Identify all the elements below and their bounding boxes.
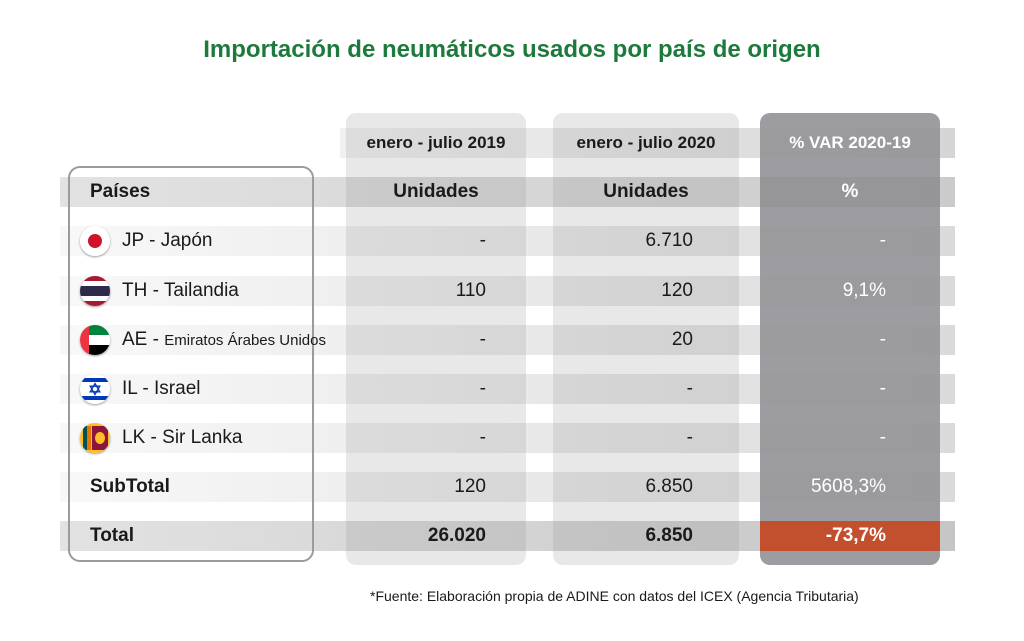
country-name: Sir Lanka (162, 427, 243, 448)
column-header-2020: enero - julio 2020 (576, 133, 716, 152)
units-header-2020: Unidades (603, 181, 689, 202)
total-2020: 6.850 (645, 525, 693, 546)
total-label: Total (90, 525, 134, 546)
country-separator: - (145, 427, 163, 448)
column-header-var: % VAR 2020-19 (789, 133, 911, 152)
column-panel-2019 (346, 113, 526, 565)
thailand-flag-icon (80, 276, 110, 306)
country-code: IL (122, 378, 138, 399)
japan-flag-icon (80, 226, 110, 256)
value-var: 9,1% (842, 280, 886, 301)
source-note: *Fuente: Elaboración propia de ADINE con… (370, 588, 859, 604)
value-2020: - (686, 427, 693, 448)
value-2019: - (479, 329, 486, 350)
value-2019: 110 (455, 280, 486, 301)
value-2020: - (686, 378, 693, 399)
country-name: Tailandia (163, 280, 239, 301)
country-row-il: IL - Israel (80, 374, 201, 404)
value-2019: - (479, 378, 486, 399)
column-panel-2020 (553, 113, 739, 565)
country-separator: - (147, 329, 165, 350)
column-header-stripe (340, 128, 955, 158)
uae-flag-icon (80, 325, 110, 355)
row-stripe (60, 423, 955, 453)
country-separator: - (137, 378, 155, 399)
country-separator: - (147, 280, 164, 301)
country-separator: - (143, 230, 161, 251)
country-name: Japón (160, 230, 213, 251)
country-row-th: TH - Tailandia (80, 276, 239, 306)
subtotal-2020: 6.850 (645, 476, 693, 497)
israel-flag-icon (80, 374, 110, 404)
row-stripe (60, 374, 955, 404)
subtotal-var: 5608,3% (810, 476, 886, 497)
column-panel-var (760, 113, 940, 565)
chart-title: Importación de neumáticos usados por paí… (203, 36, 821, 63)
countries-header: Países (90, 181, 151, 202)
country-code: TH (122, 280, 148, 301)
units-header-2019: Unidades (393, 181, 479, 202)
value-var: - (879, 329, 886, 350)
total-2019: 26.020 (427, 525, 486, 546)
value-2020: 6.710 (645, 230, 693, 251)
value-var: - (879, 230, 886, 251)
row-stripe (60, 276, 955, 306)
value-2020: 20 (671, 329, 693, 350)
value-var: - (879, 427, 886, 448)
country-name: Israel (154, 378, 201, 399)
country-row-jp: JP - Japón (80, 226, 213, 256)
total-var-highlight (760, 521, 940, 551)
row-stripe (60, 472, 955, 502)
country-code: JP (122, 230, 144, 251)
row-stripe (60, 226, 955, 256)
column-header-2019: enero - julio 2019 (366, 133, 506, 152)
value-2019: - (479, 230, 486, 251)
country-name: Emiratos Árabes Unidos (164, 332, 326, 349)
row-stripe (60, 325, 955, 355)
value-2020: 120 (661, 280, 693, 301)
sri-lanka-flag-icon (80, 423, 110, 453)
country-row-lk: LK - Sir Lanka (80, 423, 242, 453)
total-var: -73,7% (825, 525, 886, 546)
country-code: AE (122, 329, 148, 350)
subtotal-label: SubTotal (90, 476, 170, 497)
header-row-stripe (60, 177, 955, 207)
subtotal-2019: 120 (454, 476, 486, 497)
country-code: LK (122, 427, 146, 448)
value-2019: - (479, 427, 486, 448)
country-row-ae: AE - Emiratos Árabes Unidos (80, 325, 326, 355)
units-header-var: % (841, 181, 859, 202)
value-var: - (879, 378, 886, 399)
country-column-frame (68, 166, 314, 562)
